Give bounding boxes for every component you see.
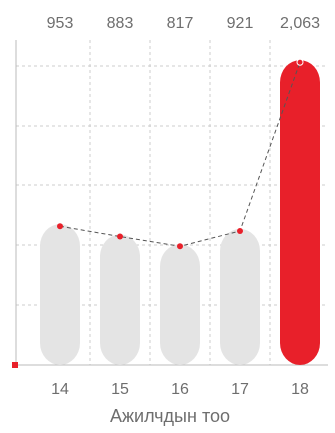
trend-point-17 [237,227,243,234]
x-axis-title: Ажилчдын тоо [110,406,230,426]
trend-line [59,62,301,247]
bar-14 [40,224,80,365]
value-label-17: 921 [227,15,254,32]
trend-markers [57,58,304,250]
value-labels: 953 883 817 921 2,063 [47,15,320,32]
bars [40,60,320,365]
x-tick-18: 18 [291,381,309,398]
trend-point-18 [296,58,304,66]
trend-point-14 [57,223,63,230]
trend-point-16 [177,243,183,250]
value-label-15: 883 [107,15,134,32]
value-label-18: 2,063 [280,15,320,32]
bar-15 [100,234,140,365]
origin-marker [12,362,18,368]
value-label-14: 953 [47,15,74,32]
x-tick-16: 16 [171,381,189,398]
x-tick-17: 17 [231,381,249,398]
x-tick-labels: 14 15 16 17 18 [51,381,309,398]
bar-18 [280,60,320,365]
bar-16 [160,244,200,365]
value-label-16: 817 [167,15,194,32]
x-tick-14: 14 [51,381,69,398]
trend-point-15 [117,233,123,240]
x-tick-15: 15 [111,381,129,398]
bar-17 [220,228,260,365]
